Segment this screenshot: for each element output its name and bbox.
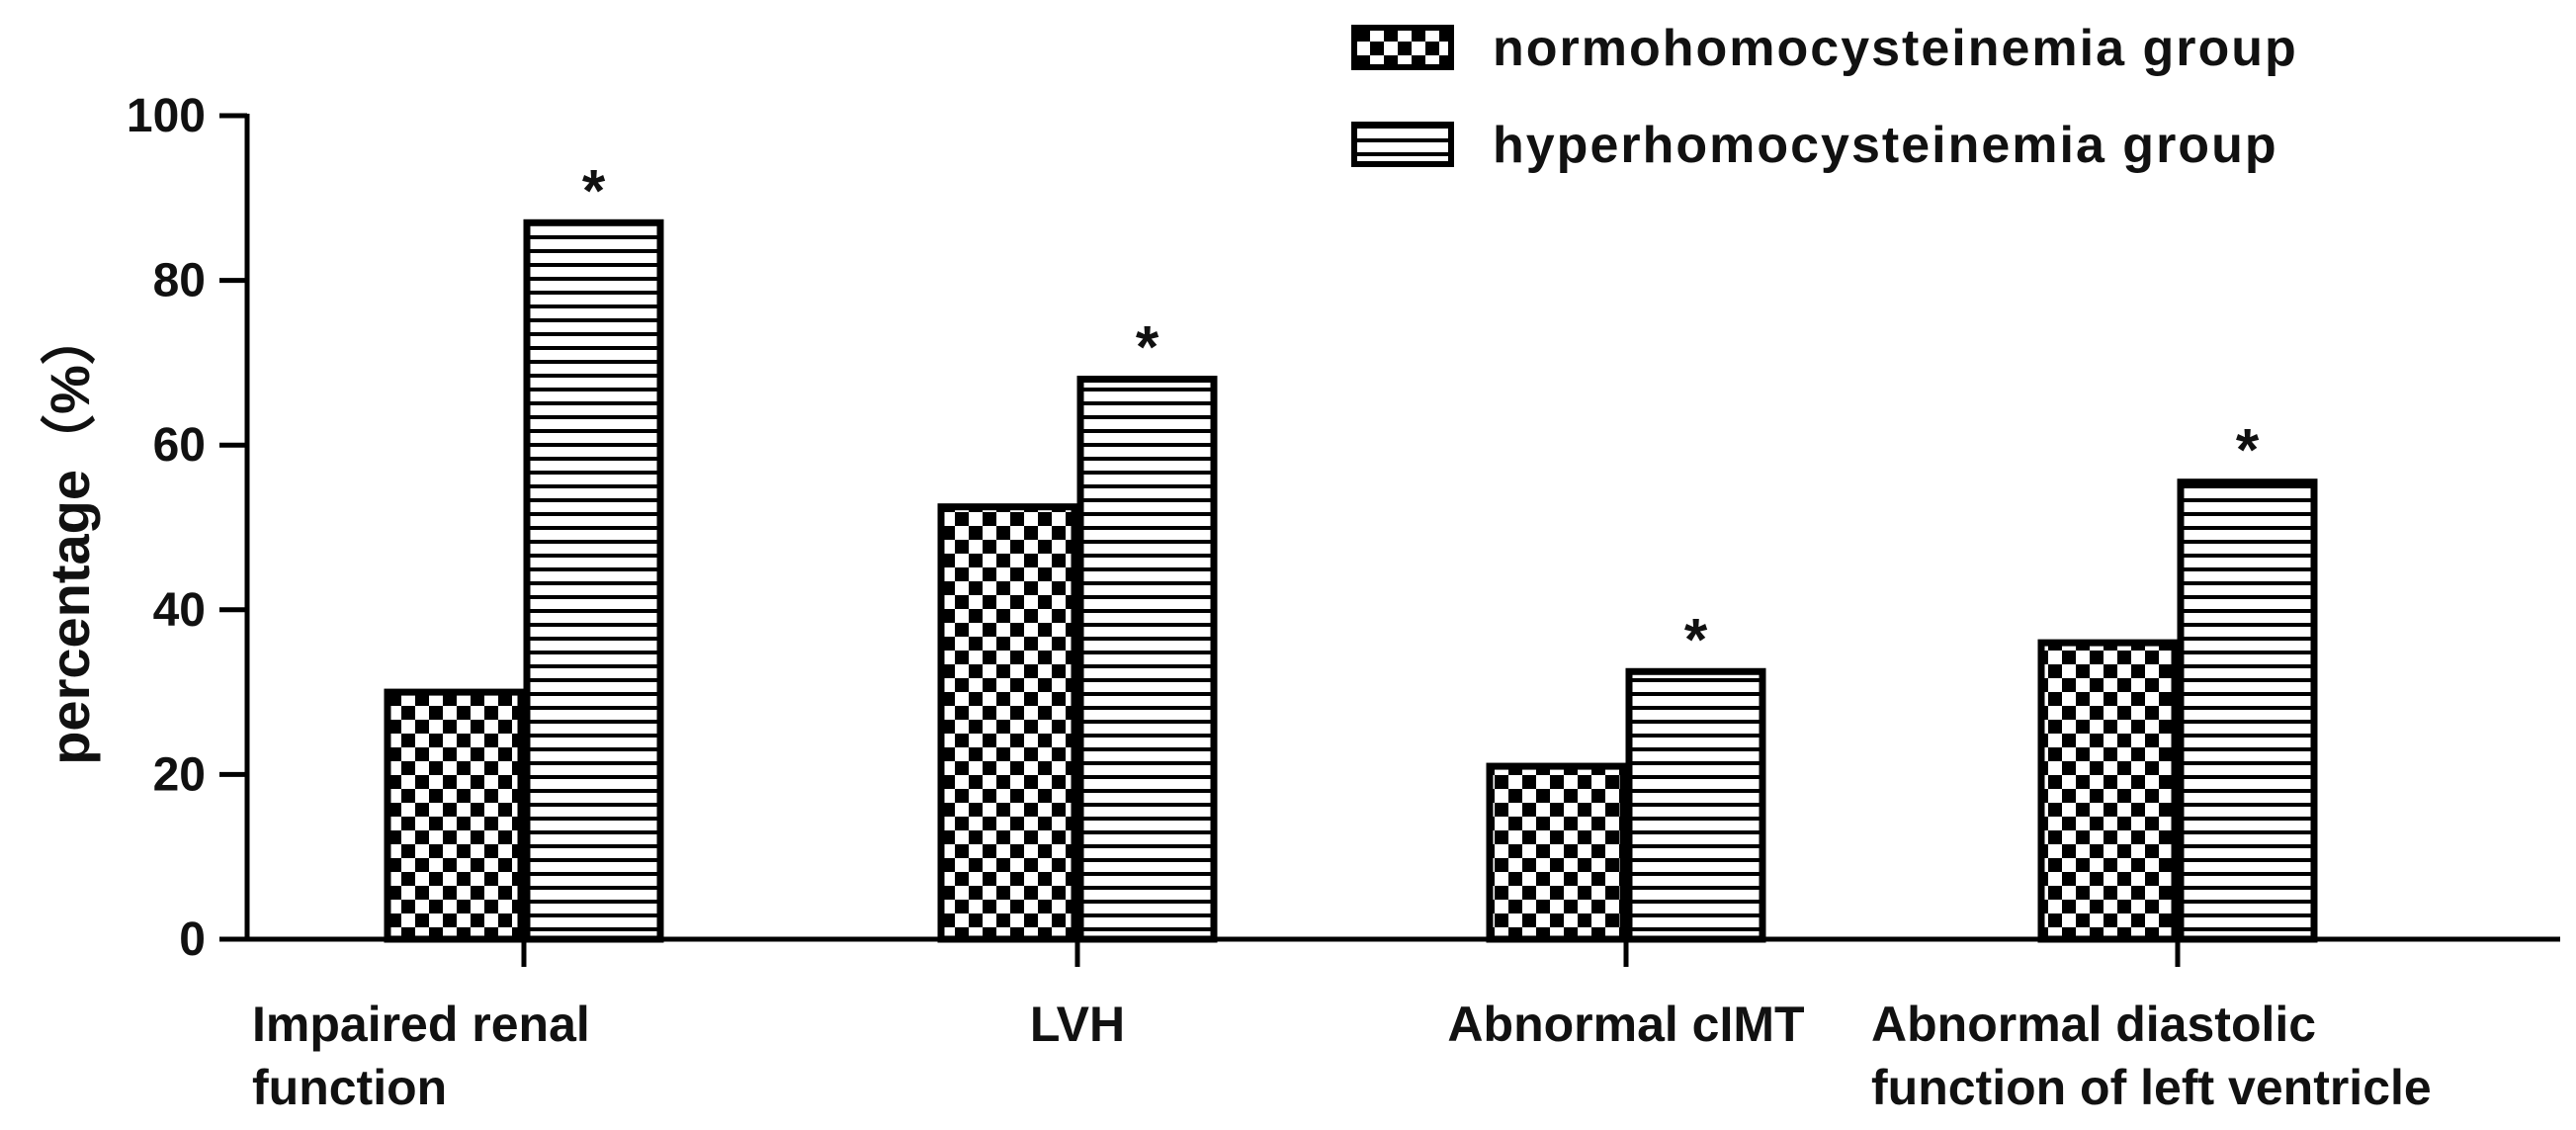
x-tick-label-line: Impaired renal: [252, 997, 590, 1052]
y-tick-label: 0: [179, 913, 206, 966]
x-tick-label: LVH: [1030, 997, 1125, 1052]
significance-asterisk: *: [2236, 417, 2260, 483]
y-axis-label: percentage（%）: [39, 309, 101, 765]
labels: 0 20 40 60 80 100 percentage（%） Impaired renal f…: [39, 90, 2432, 1115]
x-tick-label-line: function: [252, 1060, 447, 1115]
bar-normo-3: [2037, 639, 2179, 943]
y-tick-label: 40: [153, 584, 206, 637]
legend-swatch-normo: [1351, 25, 1454, 70]
bar-hyper-2: [1625, 667, 1766, 943]
bars: [384, 218, 2318, 943]
bar-hyper-3: [2177, 478, 2318, 943]
legend-swatch-hyper: [1351, 122, 1454, 167]
legend-label: hyperhomocysteinemia group: [1493, 117, 2278, 174]
significance-asterisk: *: [1136, 314, 1159, 381]
bar-hyper-0: [523, 218, 664, 943]
y-tick-label: 80: [153, 255, 206, 307]
x-tick-label: Impaired renal function: [252, 997, 590, 1115]
significance-asterisk: *: [582, 157, 606, 223]
x-tick-label-line: LVH: [1030, 997, 1125, 1052]
bar-hyper-1: [1076, 376, 1218, 943]
y-tick-label: 100: [127, 90, 206, 142]
y-tick-label: 60: [153, 419, 206, 472]
bar-normo-2: [1486, 762, 1627, 943]
x-tick-label: Abnormal diastolic function of left ventr…: [1871, 997, 2432, 1115]
bar-normo-1: [937, 503, 1078, 943]
x-tick-label-line: function of left ventricle: [1871, 1060, 2432, 1115]
x-tick-label-line: Abnormal diastolic: [1871, 997, 2316, 1052]
significance-asterisk: *: [1684, 606, 1708, 672]
x-tick-label-line: Abnormal cIMT: [1447, 997, 1804, 1052]
legend: normohomocysteinemia group hyperhomocyste…: [1351, 20, 2298, 174]
bar-normo-0: [384, 688, 525, 943]
legend-label: normohomocysteinemia group: [1493, 20, 2298, 77]
x-tick-label: Abnormal cIMT: [1447, 997, 1804, 1052]
y-tick-label: 20: [153, 748, 206, 801]
